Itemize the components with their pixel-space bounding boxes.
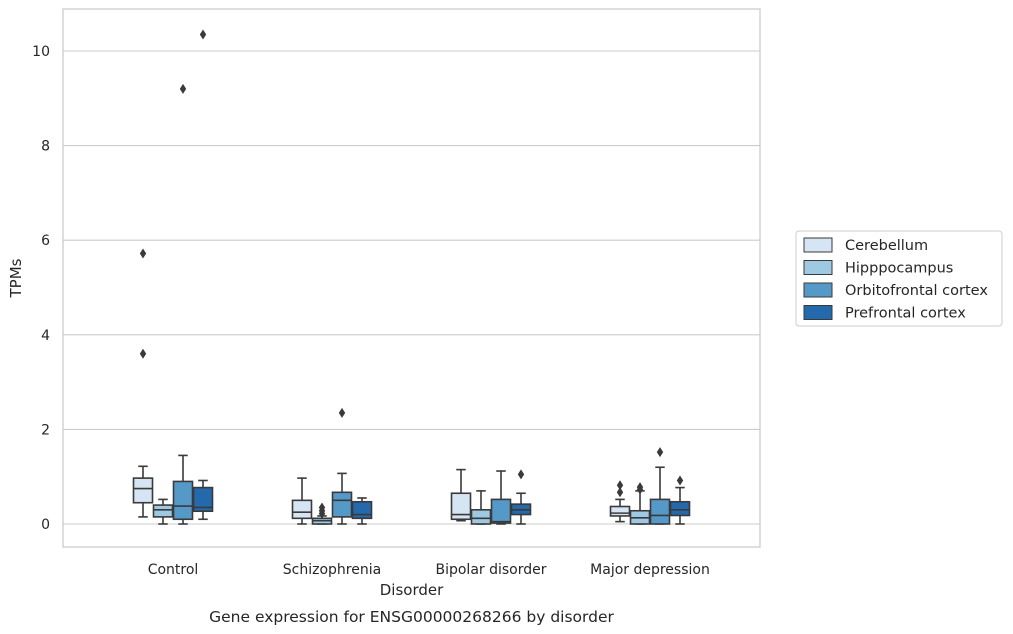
box-group [331,407,353,525]
box-group [629,482,651,525]
outlier-point [338,407,346,418]
y-tick-label: 0 [41,517,50,533]
box-group [351,497,373,525]
x-tick-label: Bipolar disorder [435,562,546,578]
outlier-point [656,447,664,458]
box-group [490,470,512,525]
outlier-point [636,484,644,495]
box-iqr [649,498,671,525]
y-tick-label: 10 [32,44,50,60]
box-group [172,83,194,525]
x-tick-label: Schizophrenia [283,562,381,578]
legend-swatch [803,282,833,298]
plot-area-frame [62,8,761,548]
box-iqr [152,504,174,518]
box-group [510,469,532,525]
x-axis-label: Disorder [380,581,444,599]
legend-entry-label: Cerebellum [845,238,928,254]
box-iqr [132,477,154,504]
box-group [291,477,313,525]
box-iqr [490,498,512,524]
box-iqr [291,499,313,520]
box-group [152,498,174,525]
x-tick-label: Major depression [590,562,710,578]
legend-swatch [803,305,833,320]
box-iqr [351,500,373,520]
outlier-point [139,348,147,359]
x-tick-labels: Control Schizophrenia Bipolar disorder Majo… [148,562,710,578]
outlier-point [676,475,684,486]
y-tick-label: 8 [41,139,50,155]
box-group [450,468,472,522]
y-tick-labels: 0 2 4 6 8 10 [32,44,50,533]
box-group [649,447,671,525]
box-group [470,490,492,525]
outlier-point [318,508,326,519]
legend-swatch [803,260,833,275]
box-iqr [450,492,472,521]
box-iqr [172,480,194,521]
box-group [192,29,214,521]
box-group [132,248,154,518]
outlier-point [139,248,147,259]
box-iqr [609,505,631,517]
box-group [669,475,691,525]
box-group [311,502,333,525]
y-tick-label: 4 [41,328,50,344]
y-tick-label: 2 [41,422,50,438]
outlier-point [517,469,525,480]
box-marks [132,29,691,525]
legend: Cerebellum Hipppocampus Orbitofrontal cort… [795,230,1003,327]
legend-swatch [803,237,833,253]
outlier-point [616,487,624,498]
legend-entry-label: Prefrontal cortex [845,306,966,322]
outlier-point [616,480,624,491]
y-tick-label: 6 [41,233,50,249]
box-iqr [192,486,214,513]
chart-caption: Gene expression for ENSG00000268266 by d… [209,608,614,626]
legend-frame [795,230,1003,327]
box-group [609,480,631,523]
y-axis-label: TPMs [7,258,25,298]
x-tick-label: Control [148,562,199,578]
box-iqr [470,509,492,525]
box-iqr [669,500,691,517]
outlier-point [199,29,207,40]
legend-entry-label: Hipppocampus [845,261,953,277]
y-gridlines [63,50,760,525]
outlier-point [179,83,187,94]
box-iqr [331,491,353,518]
legend-entry-label: Orbitofrontal cortex [845,283,988,299]
